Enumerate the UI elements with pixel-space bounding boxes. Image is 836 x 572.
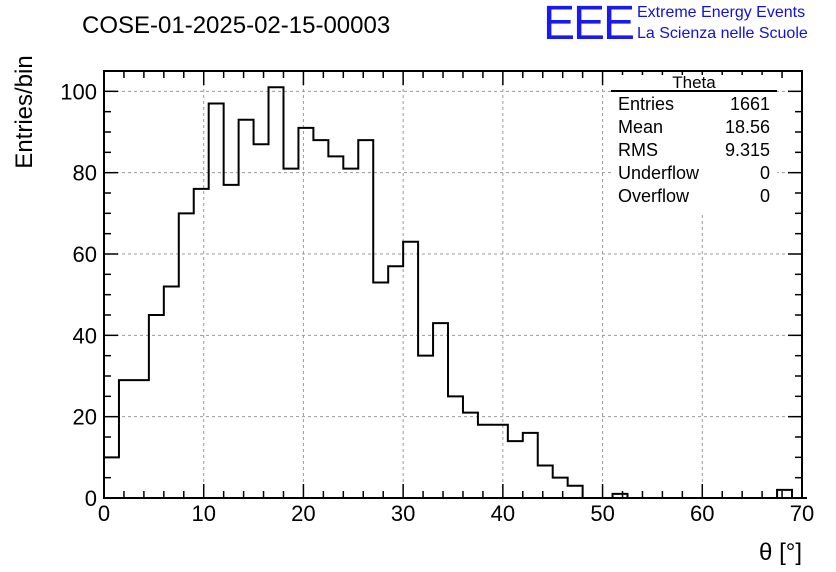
histogram-bin: [194, 189, 209, 498]
histogram-bin: [328, 156, 343, 498]
histogram-bin: [343, 169, 358, 498]
histogram-bin: [493, 425, 508, 498]
x-tick-label: 70: [790, 501, 814, 526]
logo-line-1: Extreme Energy Events: [637, 4, 806, 21]
y-axis-label: Entries/bin: [11, 55, 38, 168]
histogram-bin: [283, 169, 298, 498]
y-tick-label: 0: [85, 486, 97, 511]
histogram-bin: [119, 380, 134, 498]
histogram-bin: [777, 490, 792, 498]
histogram-bin: [358, 140, 373, 498]
histogram-bin: [553, 478, 568, 498]
stats-box-title: Theta: [672, 73, 716, 92]
y-tick-label: 20: [73, 405, 97, 430]
histogram-bin: [239, 120, 254, 498]
x-tick-label: 10: [191, 501, 215, 526]
x-tick-label: 40: [491, 501, 515, 526]
logo-line-2: La Scienza nelle Scuole: [637, 25, 808, 42]
y-tick-label: 60: [73, 242, 97, 267]
histogram-bin: [269, 87, 284, 498]
y-tick-label: 100: [60, 79, 97, 104]
x-tick-label: 20: [291, 501, 315, 526]
histogram-bin: [179, 213, 194, 498]
histogram-bin: [448, 396, 463, 498]
stats-row-value: 1661: [730, 94, 770, 114]
histogram-bin: [149, 315, 164, 498]
histogram-bin: [209, 104, 224, 498]
stats-row-label: Entries: [618, 94, 674, 114]
histogram-bin: [298, 128, 313, 498]
histogram-bin: [418, 356, 433, 498]
histogram-bin: [388, 266, 403, 498]
stats-row-value: 18.56: [725, 117, 770, 137]
stats-row-label: Underflow: [618, 163, 700, 183]
stats-row-label: Overflow: [618, 186, 690, 206]
plot-frame: [103, 70, 803, 499]
histogram-bin: [403, 242, 418, 498]
x-tick-label: 60: [690, 501, 714, 526]
histogram-bin: [224, 185, 239, 498]
y-tick-label: 40: [73, 323, 97, 348]
stats-row-value: 0: [760, 163, 770, 183]
histogram-bin: [523, 433, 538, 498]
x-tick-label: 50: [590, 501, 614, 526]
histogram-bin: [313, 140, 328, 498]
stats-row-label: Mean: [618, 117, 663, 137]
stats-row-value: 9.315: [725, 140, 770, 160]
histogram-bin: [134, 380, 149, 498]
histogram-bin: [433, 323, 448, 498]
y-tick-label: 80: [73, 161, 97, 186]
histogram-bin: [254, 144, 269, 498]
stats-row-label: RMS: [618, 140, 658, 160]
histogram-bin: [478, 425, 493, 498]
stats-row-value: 0: [760, 186, 770, 206]
histogram-bin: [463, 413, 478, 498]
stats-box-background: [611, 75, 777, 215]
chart-title: COSE-01-2025-02-15-00003: [82, 12, 391, 39]
x-axis-label: θ [°]: [759, 539, 802, 566]
eee-logo: EEE: [543, 0, 635, 50]
x-tick-label: 30: [391, 501, 415, 526]
x-tick-label: 0: [98, 501, 110, 526]
histogram-bin: [538, 465, 553, 498]
histogram-bin: [373, 282, 388, 498]
histogram-bin: [508, 441, 523, 498]
histogram-bin: [164, 287, 179, 498]
histogram-bin: [568, 486, 583, 498]
